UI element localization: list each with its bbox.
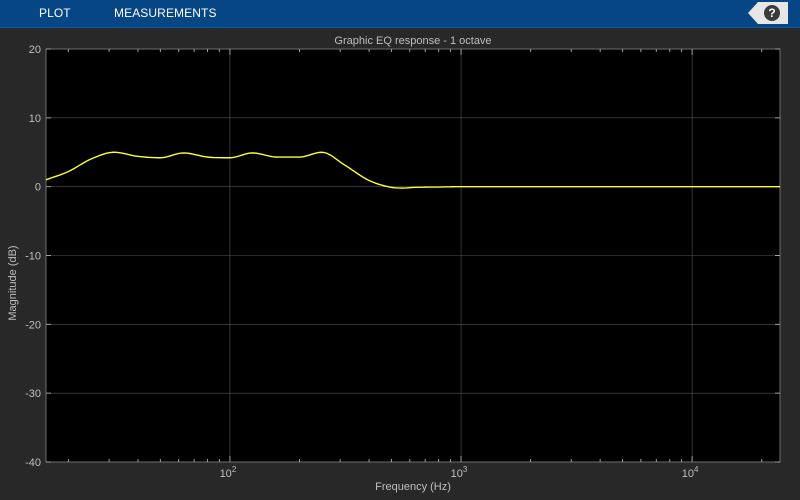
help-icon: ? (764, 5, 780, 21)
x-tick-label: 102 (220, 465, 237, 480)
help-button[interactable]: ? (748, 2, 788, 24)
x-tick-labels: 102 103 104 (220, 465, 699, 480)
y-tick-label: -40 (25, 457, 41, 469)
y-tick-label: -30 (25, 388, 41, 400)
x-tick-label: 103 (451, 465, 468, 480)
y-tick-labels: 20 10 0 -10 -20 -30 -40 (25, 44, 41, 469)
x-axis-label: Frequency (Hz) (375, 481, 451, 493)
chart: Graphic EQ response - 1 octave 20 10 0 -10 -… (7, 35, 781, 493)
x-tick-label: 104 (682, 465, 699, 480)
toolbar: PLOT MEASUREMENTS ? (0, 0, 800, 28)
y-tick-label: -20 (25, 319, 41, 331)
y-tick-label: -10 (25, 251, 41, 263)
axis-ticks (46, 48, 780, 463)
chart-title: Graphic EQ response - 1 octave (334, 35, 491, 47)
tab-measurements[interactable]: MEASUREMENTS (114, 6, 217, 20)
y-axis-label: Magnitude (dB) (7, 245, 19, 320)
y-tick-label: 0 (35, 182, 41, 194)
series-line-response (45, 151, 780, 189)
tab-plot[interactable]: PLOT (39, 6, 71, 20)
y-tick-label: 20 (29, 44, 41, 56)
y-tick-label: 10 (29, 113, 41, 125)
